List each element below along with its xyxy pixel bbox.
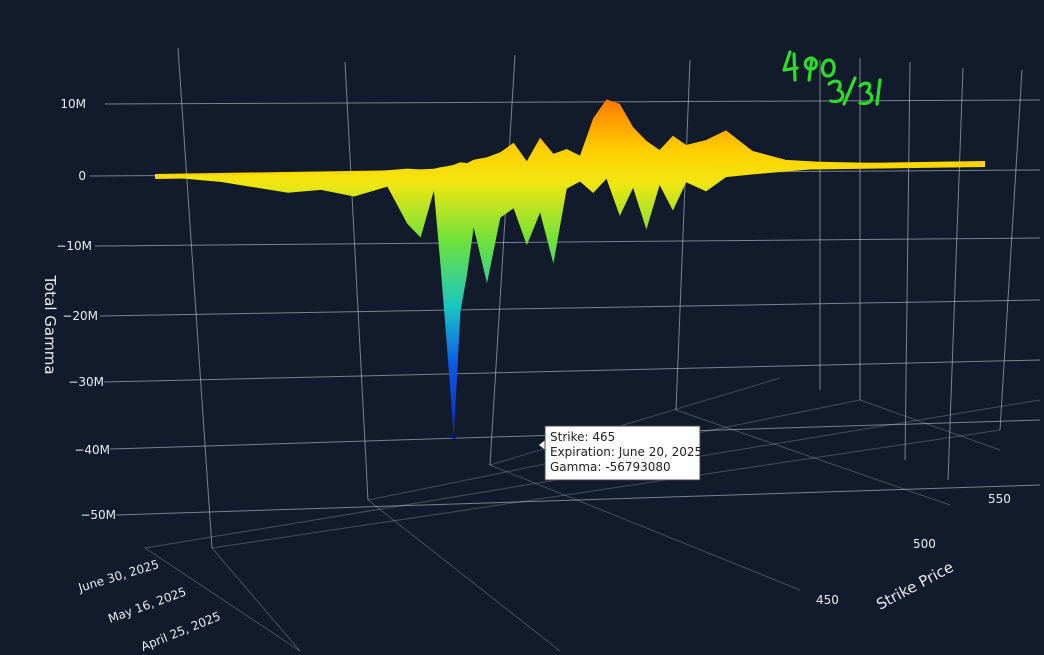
surface-positive-gamma[interactable]: [155, 99, 985, 176]
z-tick-0: 0: [78, 169, 86, 183]
tooltip-gamma: Gamma: -56793080: [550, 460, 671, 474]
expiration-tick-june-30: June 30, 2025: [76, 557, 161, 595]
handwritten-annotation-490: [782, 50, 836, 82]
handwritten-annotation-3-31: [827, 76, 882, 106]
gamma-surface[interactable]: [154, 99, 986, 439]
z-tick-neg-10m: −10M: [56, 239, 92, 253]
z-tick-10m: 10M: [60, 97, 86, 111]
hover-tooltip: Strike: 465 Expiration: June 20, 2025 Ga…: [539, 425, 702, 481]
expiration-axis-ticks: June 30, 2025 May 16, 2025 April 25, 202…: [76, 557, 223, 654]
strike-tick-500: 500: [913, 537, 936, 551]
z-tick-neg-20m: −20M: [62, 309, 98, 323]
z-tick-neg-50m: −50M: [80, 508, 116, 522]
z-axis-ticks: 10M 0 −10M −20M −30M −40M −50M: [56, 97, 116, 522]
tooltip-box: [544, 425, 701, 481]
z-axis-title: Total Gamma: [41, 274, 59, 374]
expiration-tick-april-25: April 25, 2025: [139, 609, 223, 651]
tooltip-expiration: Expiration: June 20, 2025: [550, 445, 702, 459]
strike-tick-550: 550: [988, 492, 1011, 506]
expiration-tick-may-16: May 16, 2025: [106, 585, 188, 626]
strike-tick-450: 450: [816, 593, 839, 607]
strike-axis-title: Strike Price: [873, 558, 956, 614]
highlighted-point[interactable]: [451, 434, 456, 439]
z-tick-neg-40m: −40M: [74, 443, 110, 457]
tooltip-strike: Strike: 465: [550, 430, 615, 444]
strike-axis-ticks: 450 500 550: [816, 492, 1011, 607]
z-tick-neg-30m: −30M: [68, 375, 104, 389]
